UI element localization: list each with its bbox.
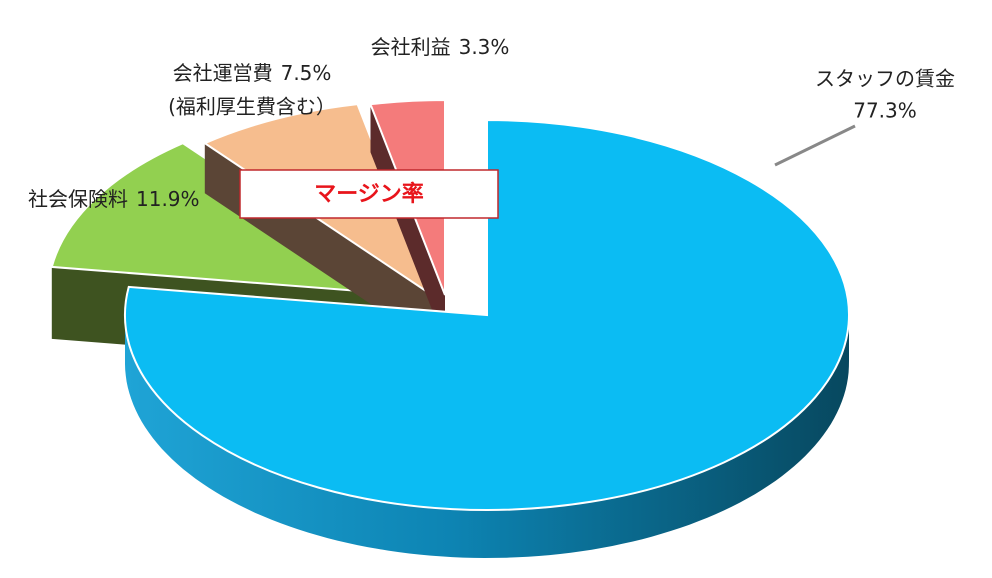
slice-label: 会社利益 3.3% — [371, 35, 510, 59]
pie — [50, 98, 850, 558]
leader-line — [774, 124, 856, 167]
slice-label: スタッフの賃金 — [815, 67, 955, 91]
category-label: 会社運営費 — [173, 61, 273, 85]
category-label: 社会保険料 — [28, 187, 128, 211]
slice-label: 会社運営費 7.5% — [173, 61, 332, 85]
value-label: 11.9% — [136, 187, 200, 211]
annotation-box — [239, 169, 499, 219]
value-label: 7.5% — [281, 61, 332, 85]
category-label: 会社利益 — [371, 35, 451, 59]
annotation: (福利厚生費含む） — [168, 95, 336, 119]
value-label: 77.3% — [853, 99, 917, 123]
annotation: マージン率 — [314, 181, 424, 207]
slice-side — [370, 100, 445, 343]
labels: スタッフの賃金 77.3% 社会保険料 11.9% 会社運営費 7.5% 会社利益 3.3% — [28, 35, 955, 211]
value-label: 3.3% — [459, 35, 510, 59]
slice-label: 社会保険料 11.9% — [28, 187, 200, 211]
pie-slice — [124, 118, 850, 511]
